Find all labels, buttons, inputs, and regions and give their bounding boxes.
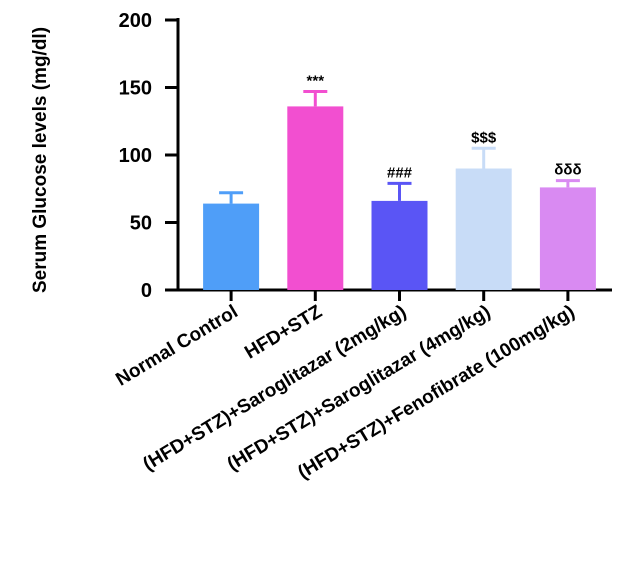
y-tick-label: 0 (141, 280, 152, 302)
y-tick-label: 50 (130, 213, 152, 235)
y-tick-label: 200 (119, 10, 152, 32)
x-tick-label: Normal Control (112, 301, 241, 390)
error-bar (471, 146, 496, 169)
bar (539, 187, 596, 290)
significance-label: *** (307, 73, 325, 90)
significance-label: ### (387, 164, 413, 181)
bar (455, 168, 512, 290)
bar (287, 106, 344, 291)
significance-label: $$$ (471, 129, 497, 146)
error-bar (303, 90, 328, 107)
y-tick-label: 150 (119, 78, 152, 100)
error-bar (387, 181, 412, 201)
y-tick-label: 100 (119, 145, 152, 167)
error-bar (555, 179, 580, 188)
error-bar (219, 191, 244, 204)
bar (371, 200, 428, 290)
bar (203, 203, 260, 290)
significance-label: δδδ (554, 162, 581, 179)
y-axis-label: Serum Glucose levels (mg/dl) (30, 27, 51, 293)
